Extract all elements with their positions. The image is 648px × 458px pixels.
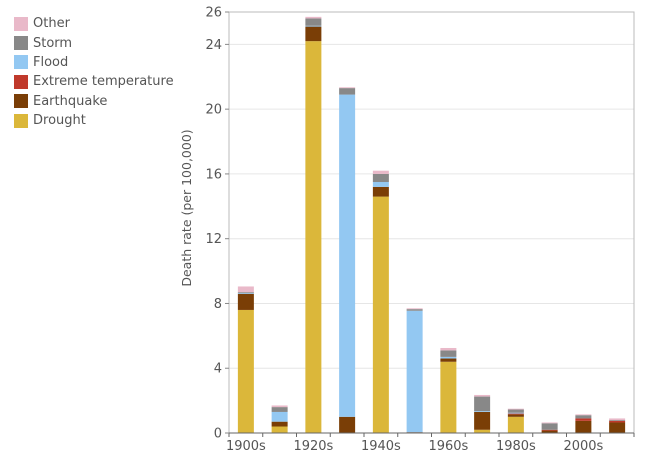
y-tick-label-26: 26: [205, 6, 222, 21]
bar-1920s-flood: [305, 25, 322, 27]
bar-1920s-other: [305, 16, 322, 19]
bar-1940s-earthquake: [372, 186, 389, 197]
bar-1940s-other: [372, 170, 389, 174]
bar-1910s-earthquake: [271, 421, 288, 427]
bar-2000s-earthquake: [575, 420, 592, 433]
bar-1970s-storm: [474, 396, 491, 412]
legend-swatch-flood: [14, 55, 28, 70]
bar-1900s-earthquake: [237, 293, 254, 310]
bar-1910s-storm: [271, 407, 288, 412]
bar-1930s-other: [339, 87, 356, 89]
bar-1980s-flood: [507, 412, 524, 414]
bar-1930s-earthquake: [339, 416, 356, 433]
bar-1990s-other: [541, 422, 558, 424]
y-tick-label-0: 0: [214, 427, 222, 442]
legend-item-other: Other: [14, 14, 174, 33]
bars: [237, 16, 626, 434]
bar-1920s-storm: [305, 18, 322, 26]
legend-swatch-earthquake: [14, 94, 28, 109]
y-tick-label-16: 16: [205, 167, 222, 182]
legend-item-earthquake: Earthquake: [14, 92, 174, 111]
bar-1990s-earthquake: [541, 430, 558, 433]
y-tick-label-20: 20: [205, 103, 222, 118]
bar-1950s-other: [406, 308, 423, 310]
y-tick-label-24: 24: [205, 38, 222, 53]
x-tick-label-2000s: 2000s: [563, 439, 603, 454]
y-tick-label-4: 4: [214, 362, 222, 377]
bar-1950s-storm: [406, 309, 423, 311]
bar-1900s-drought: [237, 309, 254, 433]
chart-legend: Other Storm Flood Extreme temperature Earthq…: [14, 14, 174, 130]
bar-1990s-storm: [541, 423, 558, 430]
bar-1980s-drought: [507, 416, 524, 433]
x-tick-label-1980s: 1980s: [496, 439, 536, 454]
bar-1950s-flood: [406, 310, 423, 433]
bar-1900s-other: [237, 286, 254, 293]
x-tick-label-1940s: 1940s: [361, 439, 401, 454]
bar-1940s-drought: [372, 196, 389, 433]
bar-1980s-storm: [507, 409, 524, 413]
bar-1920s-drought: [305, 41, 322, 434]
bar-1980s-earthquake: [507, 414, 524, 417]
bar-1990s-extreme-temperature: [541, 429, 558, 431]
bar-1970s-earthquake: [474, 411, 491, 430]
legend-label-other: Other: [33, 16, 70, 32]
bar-1970s-other: [474, 394, 491, 397]
bar-1940s-storm: [372, 173, 389, 183]
bar-1900s-storm: [237, 292, 254, 293]
legend-label-earthquake: Earthquake: [33, 93, 108, 109]
x-tick-label-1920s: 1920s: [293, 439, 333, 454]
legend-item-drought: Drought: [14, 111, 174, 130]
x-tick-label-1960s: 1960s: [428, 439, 468, 454]
legend-label-flood: Flood: [33, 54, 69, 70]
bar-1960s-other: [440, 347, 457, 351]
bar-1970s-flood: [474, 411, 491, 412]
legend-item-storm: Storm: [14, 33, 174, 52]
legend-swatch-drought: [14, 113, 28, 128]
bar-1960s-earthquake: [440, 358, 457, 362]
bar-2010s-storm: [609, 420, 626, 421]
x-tick-labels: 1900s 1920s 1940s 1960s 1980s 2000s: [226, 439, 604, 454]
grid-lines: [229, 11, 634, 434]
bar-2000s-storm: [575, 415, 592, 419]
bar-1930s-flood: [339, 94, 356, 417]
plot-frame: [228, 11, 635, 434]
legend-label-extreme-temperature: Extreme temperature: [33, 74, 174, 90]
bar-1900s-flood: [237, 292, 254, 294]
bar-2010s-earthquake: [609, 422, 626, 433]
bar-1960s-drought: [440, 361, 457, 433]
legend-item-extreme-temperature: Extreme temperature: [14, 72, 174, 91]
y-axis-label: Death rate (per 100,000): [179, 129, 194, 286]
bar-2000s-extreme-temperature: [575, 418, 592, 421]
legend-item-flood: Flood: [14, 53, 174, 72]
legend-swatch-storm: [14, 36, 28, 51]
bar-1930s-storm: [339, 88, 356, 95]
legend-swatch-extreme-temperature: [14, 74, 28, 89]
bar-1910s-other: [271, 405, 288, 408]
bar-1960s-storm: [440, 350, 457, 357]
bar-1910s-flood: [271, 411, 288, 422]
legend-swatch-other: [14, 16, 28, 31]
bar-2010s-other: [609, 418, 626, 421]
legend-label-drought: Drought: [33, 113, 86, 129]
bar-1980s-other: [507, 408, 524, 410]
bar-1980s-extreme-temperature: [507, 413, 524, 415]
y-tick-label-12: 12: [205, 232, 222, 247]
bar-1970s-drought: [474, 429, 491, 433]
y-tick-labels: 0 4 8 12 16 20 24 26: [205, 6, 222, 442]
bar-1960s-flood: [440, 356, 457, 359]
x-tick-label-1900s: 1900s: [226, 439, 266, 454]
bar-1920s-earthquake: [305, 26, 322, 42]
bar-2000s-other: [575, 414, 592, 416]
legend-label-storm: Storm: [33, 35, 73, 51]
axes: [225, 11, 635, 437]
bar-1940s-flood: [372, 182, 389, 187]
y-tick-label-8: 8: [214, 297, 222, 312]
bar-1910s-drought: [271, 426, 288, 433]
bar-2010s-extreme-temperature: [609, 420, 626, 423]
